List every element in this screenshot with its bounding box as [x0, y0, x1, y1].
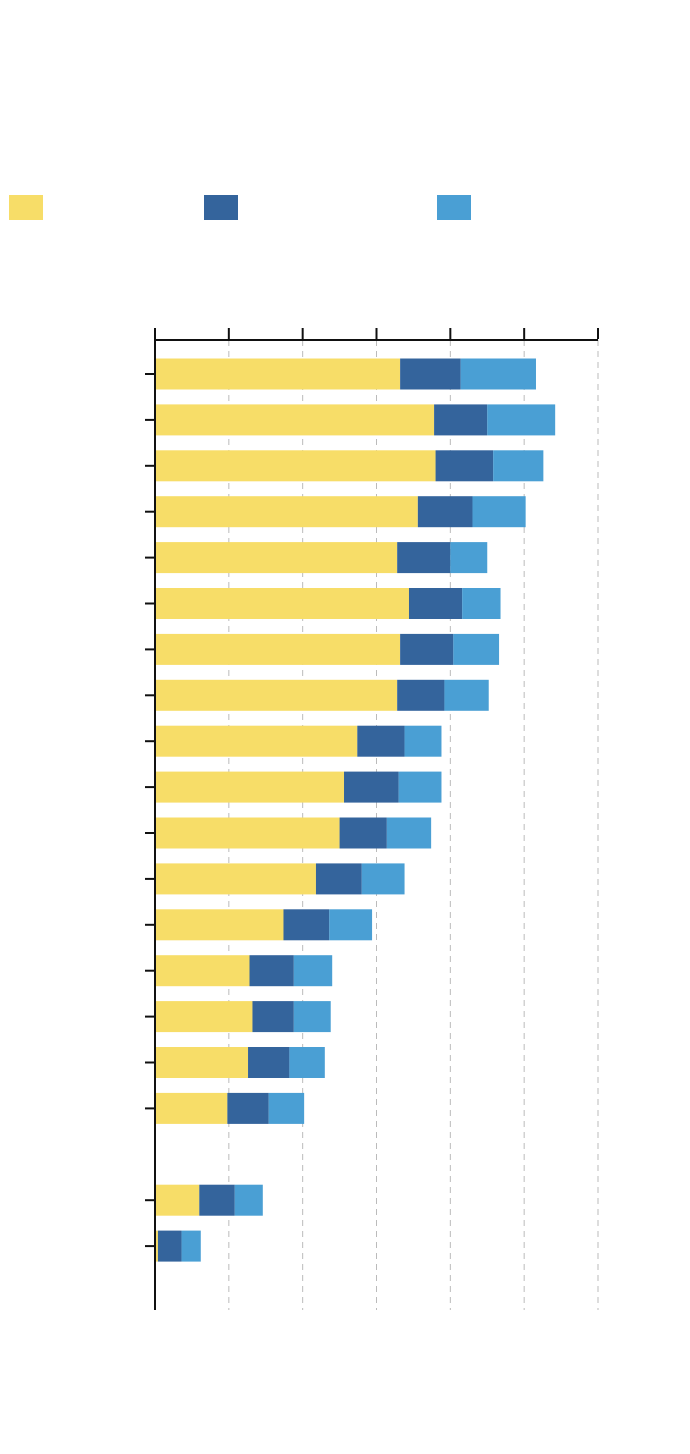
bar-segment: [417, 496, 473, 528]
bar-segment: [462, 588, 501, 619]
bar-segment: [155, 358, 401, 390]
bar-segment: [315, 863, 362, 895]
bar-segment: [155, 542, 398, 574]
bar-segment: [155, 1001, 253, 1033]
bar-segment: [155, 496, 418, 528]
bar-segment: [252, 1001, 294, 1033]
bar-segment: [248, 1047, 290, 1078]
bar-segment: [434, 404, 488, 436]
bar-segment: [344, 771, 399, 803]
bar-segment: [227, 1092, 269, 1124]
bar-segment: [155, 955, 250, 987]
bar-segment: [155, 817, 340, 849]
bar-segment: [155, 450, 436, 482]
bar-segment: [450, 542, 488, 574]
bar-segment: [155, 1047, 249, 1078]
bar-segment: [155, 1230, 158, 1262]
bar-segment: [283, 909, 330, 941]
bar-segment: [155, 725, 358, 757]
bar-segment: [155, 1092, 228, 1124]
bar-segment: [155, 633, 401, 665]
bar-segment: [155, 863, 316, 895]
bar-segment: [293, 955, 333, 987]
bar-segment: [234, 1184, 263, 1216]
bar-segment: [400, 633, 454, 665]
bar-segment: [386, 817, 432, 849]
bar-segment: [472, 496, 526, 528]
bar-segment: [460, 358, 536, 390]
bar-segment: [155, 1184, 200, 1216]
bar-segment: [155, 679, 398, 711]
bar-segment: [487, 404, 556, 436]
bar-segment: [400, 358, 461, 390]
legend-swatch-series-3: [437, 195, 471, 220]
bar-segment: [493, 450, 544, 482]
bar-segment: [435, 450, 494, 482]
bar-segment: [157, 1230, 182, 1262]
legend-swatch-series-2: [204, 195, 238, 220]
bar-segment: [289, 1047, 325, 1078]
bar-segment: [397, 542, 451, 574]
bar-segment: [398, 771, 442, 803]
bar-segment: [293, 1001, 331, 1033]
bar-segment: [408, 588, 463, 619]
bar-segment: [444, 679, 489, 711]
bar-segment: [397, 679, 445, 711]
legend-swatch-series-1: [9, 195, 43, 220]
bar-segment: [155, 909, 284, 941]
bar-segment: [249, 955, 294, 987]
bar-segment: [357, 725, 405, 757]
bar-segment: [155, 771, 345, 803]
bar-segment: [268, 1092, 305, 1124]
bar-segment: [155, 588, 409, 619]
bar-segment: [361, 863, 405, 895]
bar-segment: [199, 1184, 235, 1216]
bar-segment: [155, 404, 435, 436]
bar-segment: [453, 633, 500, 665]
bar-segment: [181, 1230, 201, 1262]
bar-segment: [404, 725, 442, 757]
bar-segment: [339, 817, 387, 849]
bar-segment: [329, 909, 373, 941]
